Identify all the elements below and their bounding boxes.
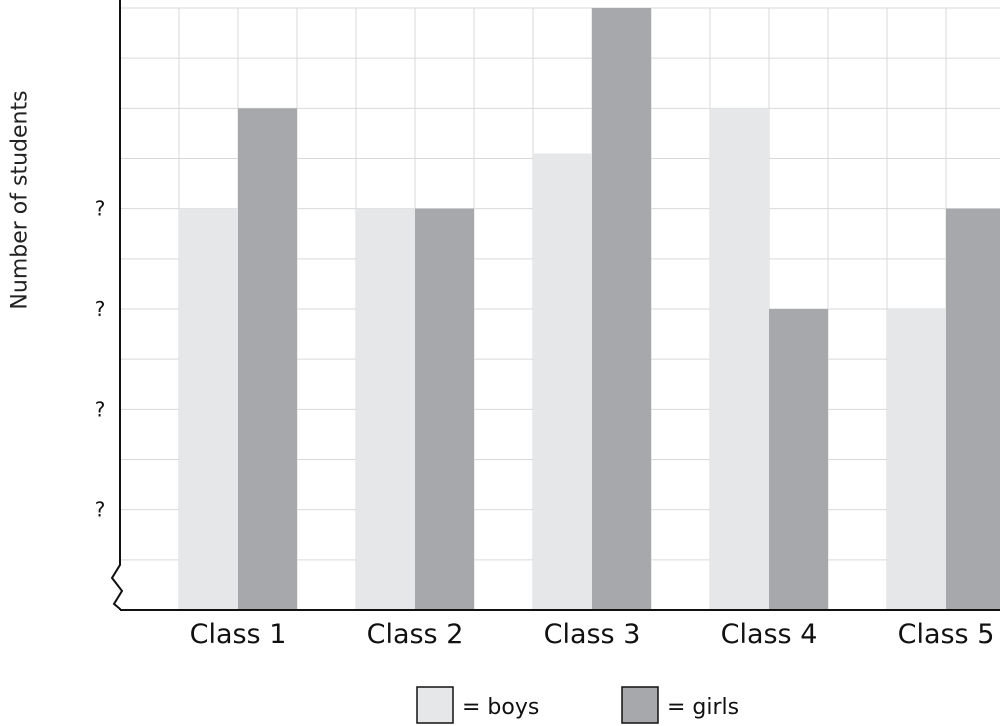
bar-girls-5 bbox=[946, 208, 1000, 610]
legend-swatch-2 bbox=[621, 686, 659, 724]
bar-boys-2 bbox=[356, 208, 415, 610]
x-tick-label: Class 1 bbox=[190, 619, 287, 650]
bar-girls-4 bbox=[769, 309, 828, 610]
bar-girls-3 bbox=[592, 8, 651, 610]
x-tick-label: Class 2 bbox=[367, 619, 464, 650]
bar-girls-1 bbox=[238, 108, 297, 610]
y-tick-label: ? bbox=[95, 397, 106, 421]
legend-label: = girls bbox=[667, 695, 739, 720]
y-tick-label: ? bbox=[95, 197, 106, 221]
legend-label: = boys bbox=[462, 695, 539, 720]
y-axis-line bbox=[110, 0, 124, 610]
bar-boys-5 bbox=[887, 309, 946, 610]
bar-boys-3 bbox=[533, 153, 592, 610]
x-tick-label: Class 4 bbox=[721, 619, 818, 650]
x-tick-label: Class 5 bbox=[898, 619, 995, 650]
x-tick-label: Class 3 bbox=[544, 619, 641, 650]
bar-boys-1 bbox=[179, 208, 238, 610]
y-tick-label: ? bbox=[95, 297, 106, 321]
bar-boys-4 bbox=[710, 108, 769, 610]
y-tick-label: ? bbox=[95, 498, 106, 522]
bar-girls-2 bbox=[415, 208, 474, 610]
legend-swatch-1 bbox=[416, 686, 454, 724]
